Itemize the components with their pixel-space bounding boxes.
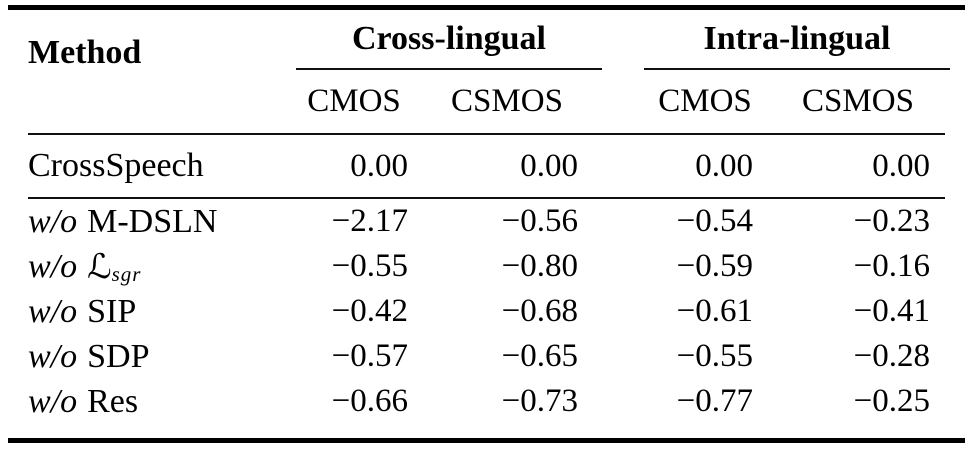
method-header-spacer — [0, 70, 296, 133]
subcol-header-cross-cmos: CMOS — [307, 83, 401, 119]
right-margin — [950, 199, 973, 244]
header-mid-rule — [28, 133, 945, 135]
right-margin — [950, 244, 973, 289]
wo-prefix: w/o — [28, 292, 78, 330]
group-gap — [602, 379, 644, 424]
wo-prefix: w/o — [28, 247, 78, 285]
cell-intra-cmos: −0.59 — [676, 248, 753, 284]
row-method-label: w/o SIP — [0, 289, 296, 334]
row-method-label: w/o ℒ sgr — [0, 244, 296, 289]
ablation-section: w/o M-DSLN −2.17 −0.56 −0.54 −0.23 w/o ℒ… — [0, 199, 973, 424]
cell-intra-cmos: 0.00 — [695, 147, 753, 184]
group-header-cross-lingual: Cross-lingual — [296, 10, 602, 70]
cell-intra-csmos: −0.25 — [853, 383, 930, 419]
subcol-header-intra-cmos: CMOS — [658, 83, 752, 119]
method-name: ℒ — [87, 246, 112, 287]
wo-prefix: w/o — [28, 337, 78, 375]
subcolumn-header-row: CMOS CSMOS CMOS CSMOS — [0, 70, 973, 133]
cell-cross-cmos: −2.17 — [331, 203, 408, 239]
group-gap — [602, 135, 644, 197]
right-margin — [950, 70, 973, 133]
group-header-row: Cross-lingual Intra-lingual — [0, 10, 973, 70]
method-column-header: Method — [28, 34, 142, 71]
cell-cross-csmos: −0.68 — [501, 293, 578, 329]
right-margin — [950, 334, 973, 379]
method-name: M-DSLN — [87, 202, 218, 240]
cell-intra-cmos: −0.61 — [676, 293, 753, 329]
right-margin — [950, 289, 973, 334]
method-name: Res — [87, 382, 139, 420]
right-margin — [950, 10, 973, 70]
cell-intra-cmos: −0.77 — [676, 383, 753, 419]
group-gap — [602, 199, 644, 244]
top-rule — [8, 5, 965, 10]
wo-prefix: w/o — [28, 382, 78, 420]
row-method-label: w/o SDP — [0, 334, 296, 379]
baseline-section: CrossSpeech 0.00 0.00 0.00 0.00 — [0, 135, 973, 197]
bottom-spacer — [0, 424, 973, 438]
right-margin — [950, 379, 973, 424]
cell-cross-csmos: 0.00 — [520, 147, 578, 184]
group-gap — [602, 10, 644, 70]
group-gap — [602, 70, 644, 133]
table-row: w/o SIP −0.42 −0.68 −0.61 −0.41 — [0, 289, 973, 334]
cell-cross-csmos: −0.80 — [501, 248, 578, 284]
group-header-intra-lingual: Intra-lingual — [644, 10, 950, 70]
method-name: SIP — [87, 292, 137, 330]
group-gap — [602, 244, 644, 289]
row-method-label: CrossSpeech — [0, 135, 296, 197]
cell-intra-cmos: −0.55 — [676, 338, 753, 374]
table-row: w/o ℒ sgr −0.55 −0.80 −0.59 −0.16 — [0, 244, 973, 289]
group-gap — [602, 334, 644, 379]
right-margin — [950, 135, 973, 197]
cell-cross-cmos: −0.57 — [331, 338, 408, 374]
row-method-label: w/o Res — [0, 379, 296, 424]
cell-cross-csmos: −0.56 — [501, 203, 578, 239]
table-row: CrossSpeech 0.00 0.00 0.00 0.00 — [0, 135, 973, 197]
cell-intra-csmos: −0.16 — [853, 248, 930, 284]
method-subscript: sgr — [111, 262, 142, 286]
subcol-header-intra-csmos: CSMOS — [802, 83, 914, 119]
section-mid-rule — [28, 197, 945, 199]
cell-cross-cmos: 0.00 — [350, 147, 408, 184]
method-name: SDP — [87, 337, 150, 375]
cell-cross-cmos: −0.42 — [331, 293, 408, 329]
wo-prefix: w/o — [28, 202, 78, 240]
row-method-label: w/o M-DSLN — [0, 199, 296, 244]
cell-intra-csmos: −0.41 — [853, 293, 930, 329]
table-row: w/o Res −0.66 −0.73 −0.77 −0.25 — [0, 379, 973, 424]
cell-cross-cmos: −0.66 — [331, 383, 408, 419]
cell-intra-csmos: −0.23 — [853, 203, 930, 239]
cell-intra-csmos: 0.00 — [872, 147, 930, 184]
subcol-header-cross-csmos: CSMOS — [451, 83, 563, 119]
table-row: w/o SDP −0.57 −0.65 −0.55 −0.28 — [0, 334, 973, 379]
group-gap — [602, 289, 644, 334]
method-name: CrossSpeech — [28, 147, 204, 184]
cell-cross-cmos: −0.55 — [331, 248, 408, 284]
table-row: w/o M-DSLN −2.17 −0.56 −0.54 −0.23 — [0, 199, 973, 244]
cell-cross-csmos: −0.73 — [501, 383, 578, 419]
cell-cross-csmos: −0.65 — [501, 338, 578, 374]
cell-intra-csmos: −0.28 — [853, 338, 930, 374]
cell-intra-cmos: −0.54 — [676, 203, 753, 239]
bottom-rule — [8, 438, 965, 443]
